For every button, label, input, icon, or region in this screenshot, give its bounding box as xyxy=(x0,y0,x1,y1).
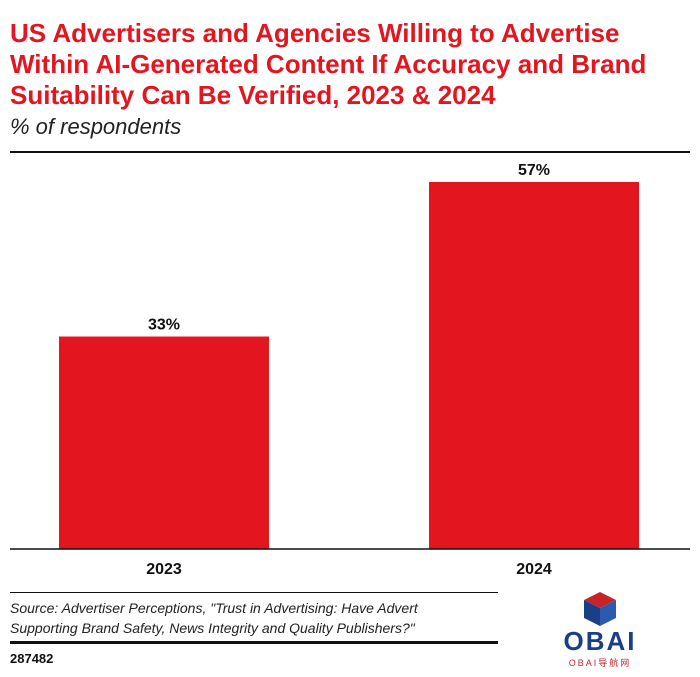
chart-id: 287482 xyxy=(10,651,54,666)
source-rule xyxy=(10,592,498,593)
watermark-logo-text: OBAI xyxy=(563,626,637,656)
watermark-logo: OBAI OBAI导航网 xyxy=(540,590,660,670)
top-rule xyxy=(10,151,690,153)
chart-title: US Advertisers and Agencies Willing to A… xyxy=(10,18,647,110)
cube-icon xyxy=(584,592,616,626)
watermark-logo-subtext: OBAI导航网 xyxy=(568,658,632,668)
chart-subtitle: % of respondents xyxy=(10,114,182,139)
data-label-2023: 33% xyxy=(148,317,180,334)
bar-chart: 33% 2023 57% 2024 xyxy=(10,162,690,578)
data-label-2024: 57% xyxy=(518,162,550,179)
x-tick-label-2024: 2024 xyxy=(516,561,552,578)
source-line-2: Supporting Brand Safety, News Integrity … xyxy=(10,620,415,636)
bottom-rule xyxy=(10,641,498,644)
x-tick-label-2023: 2023 xyxy=(146,561,182,578)
source-line-1: Source: Advertiser Perceptions, "Trust i… xyxy=(10,600,418,616)
bar-2023 xyxy=(59,336,269,549)
source-note: Source: Advertiser Perceptions, "Trust i… xyxy=(10,598,498,638)
bar-2024 xyxy=(429,182,639,549)
